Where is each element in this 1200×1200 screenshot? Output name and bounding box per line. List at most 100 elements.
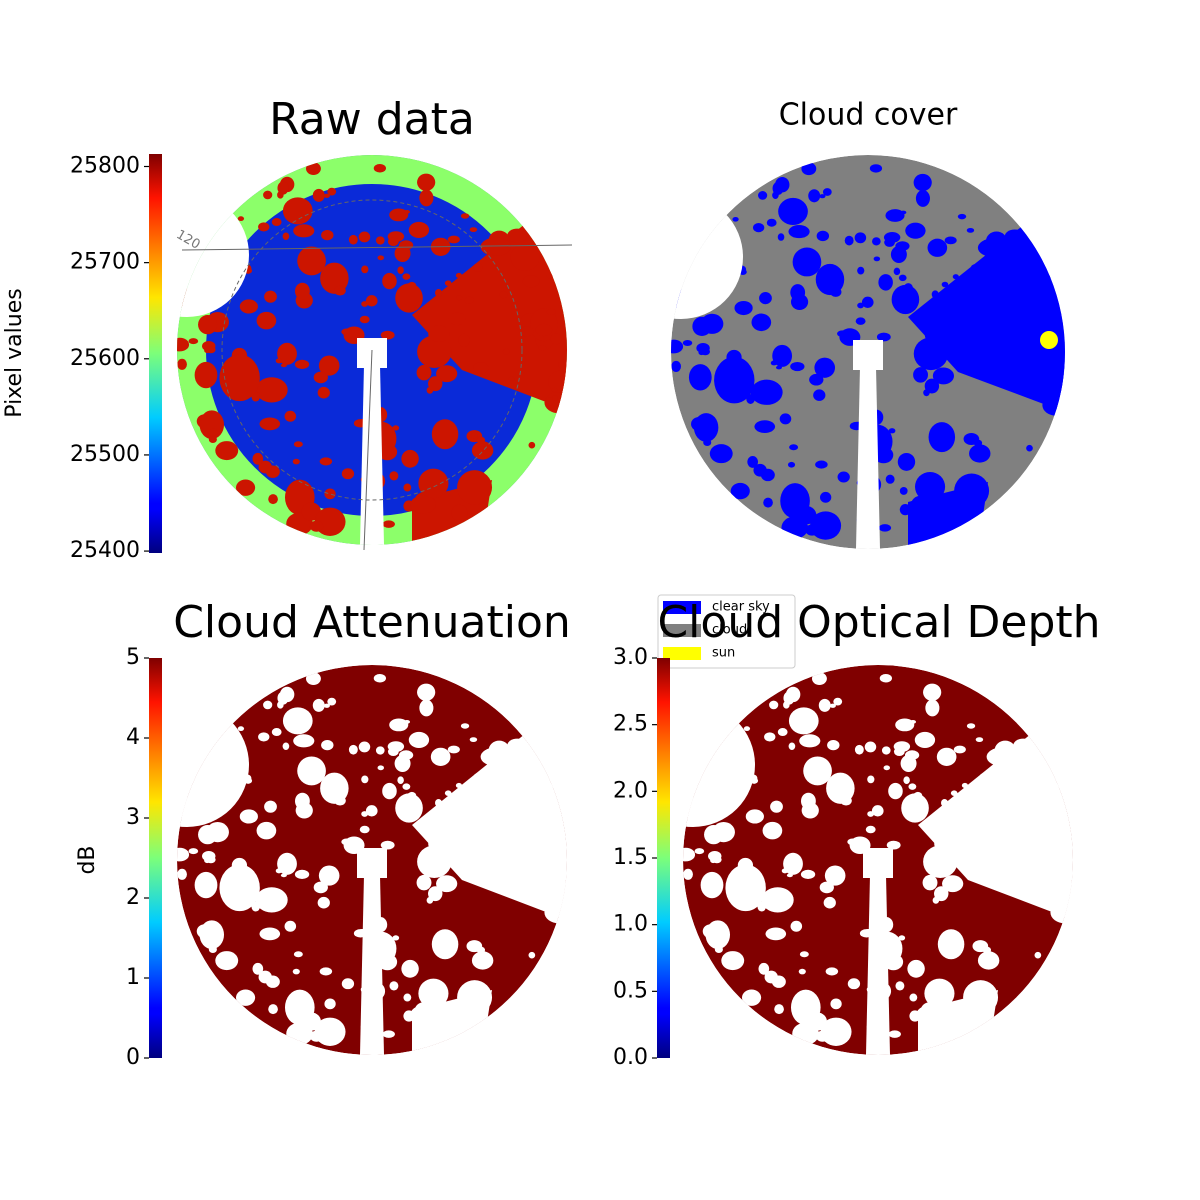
clear-patch xyxy=(235,989,256,1006)
clear-patch xyxy=(909,993,918,1002)
clear-patch xyxy=(758,191,768,200)
clear-patch xyxy=(1063,869,1073,880)
clear-patch xyxy=(382,1030,395,1038)
clear-patch xyxy=(1025,836,1040,847)
clear-patch xyxy=(275,868,283,874)
clear-patch xyxy=(855,317,866,325)
clear-patch xyxy=(932,367,955,385)
clear-patch xyxy=(908,783,917,790)
clear-patch xyxy=(313,371,328,384)
clear-patch xyxy=(671,339,684,354)
clear-patch xyxy=(373,164,386,173)
clear-patch xyxy=(319,457,333,466)
clear-patch xyxy=(389,471,399,481)
clear-patch xyxy=(358,231,371,243)
clear-patch xyxy=(1041,833,1059,847)
polar-grid xyxy=(363,349,373,551)
clear-patch xyxy=(557,869,567,880)
clear-patch xyxy=(954,822,972,836)
clear-patch xyxy=(1055,361,1065,372)
clear-patch xyxy=(208,428,219,436)
clear-patch xyxy=(312,698,325,712)
clear-patch xyxy=(986,747,1018,767)
clear-patch xyxy=(899,486,908,495)
clear-patch xyxy=(292,458,300,465)
clear-patch xyxy=(700,348,710,356)
clear-patch xyxy=(456,805,463,811)
colorbar-tick-label: 25800 xyxy=(70,153,140,178)
clear-patch xyxy=(819,194,826,199)
clear-patch xyxy=(457,980,493,1015)
clear-patch xyxy=(730,482,750,500)
clear-patch xyxy=(365,295,378,307)
clear-patch xyxy=(788,225,810,239)
clear-patch xyxy=(879,674,892,683)
legend-swatch xyxy=(663,624,701,637)
clear-patch xyxy=(306,162,321,176)
clear-patch xyxy=(448,822,466,836)
clear-patch xyxy=(277,691,289,705)
clear-patch xyxy=(417,335,452,369)
clear-patch xyxy=(764,732,776,742)
clear-patch xyxy=(177,868,187,880)
clear-patch xyxy=(348,744,358,755)
clear-patch xyxy=(499,800,508,809)
clear-patch xyxy=(1034,951,1042,959)
clear-patch xyxy=(765,927,787,941)
clear-patch xyxy=(323,193,330,198)
clear-patch xyxy=(473,362,489,374)
clear-patch xyxy=(814,357,836,378)
clear-patch xyxy=(359,825,370,834)
clear-patch xyxy=(551,905,559,911)
clear-patch xyxy=(430,747,451,766)
clear-patch xyxy=(774,1004,784,1015)
clear-patch xyxy=(416,364,432,381)
clear-patch xyxy=(786,873,793,878)
clear-patch xyxy=(924,978,955,1009)
clear-patch xyxy=(963,980,999,1015)
clear-patch xyxy=(319,967,333,976)
clear-patch xyxy=(295,282,310,300)
clear-patch xyxy=(403,993,412,1002)
clear-patch xyxy=(1054,880,1073,903)
clear-patch xyxy=(365,805,378,817)
clear-patch xyxy=(747,455,758,468)
clear-patch xyxy=(752,223,765,233)
clear-patch xyxy=(778,197,808,225)
clear-patch xyxy=(297,756,326,786)
clear-patch xyxy=(876,332,891,342)
clear-patch xyxy=(790,361,805,372)
shadow-band xyxy=(863,848,893,878)
clear-patch xyxy=(538,345,547,351)
clear-patch xyxy=(976,942,984,949)
clear-patch xyxy=(394,755,411,773)
clear-patch xyxy=(410,495,436,514)
clear-patch xyxy=(753,463,767,477)
clear-patch xyxy=(373,674,386,683)
clear-patch xyxy=(206,856,216,864)
clear-patch xyxy=(277,342,297,365)
clear-patch xyxy=(235,479,256,496)
clear-patch xyxy=(435,288,443,297)
arm-mask xyxy=(866,875,890,1055)
clear-patch xyxy=(464,806,474,815)
clear-patch xyxy=(805,524,819,536)
clear-patch xyxy=(419,699,434,717)
clear-patch xyxy=(772,344,793,367)
clear-patch xyxy=(1028,785,1046,798)
clear-patch xyxy=(966,227,975,233)
clear-patch xyxy=(913,173,932,192)
clear-patch xyxy=(382,520,395,528)
colorbar-tick-label: 25700 xyxy=(70,250,140,275)
clear-patch xyxy=(770,360,778,366)
clear-patch xyxy=(818,698,831,712)
clear-patch xyxy=(219,354,260,402)
clear-patch xyxy=(714,356,755,404)
clear-patch xyxy=(416,874,432,891)
clear-patch xyxy=(188,338,199,345)
clear-patch xyxy=(258,460,272,474)
clear-patch xyxy=(704,824,724,845)
panel-title: Cloud Optical Depth xyxy=(657,597,1100,648)
clear-patch xyxy=(470,432,478,439)
